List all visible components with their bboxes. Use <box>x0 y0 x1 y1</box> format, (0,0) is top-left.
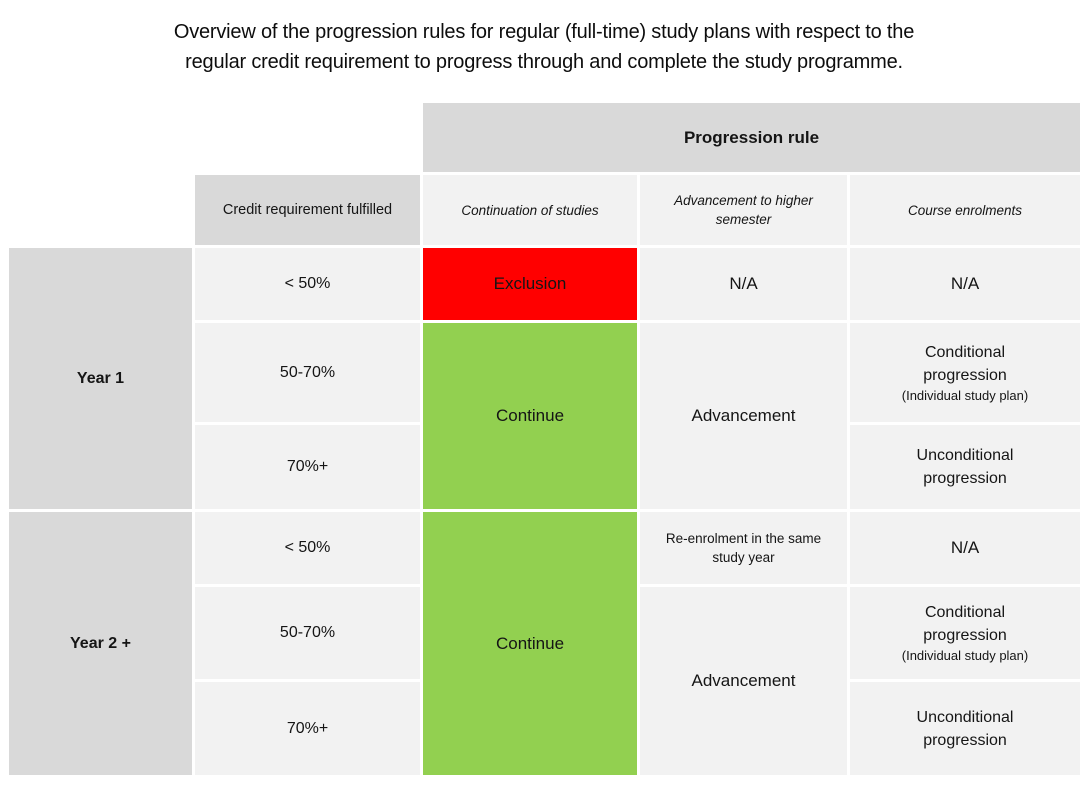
year2-advancement: Advancement <box>640 587 847 775</box>
column-header-course-enrolments: Course enrolments <box>850 175 1081 245</box>
conditional-progression-label: Conditional progression <box>923 343 1007 384</box>
page-title: Overview of the progression rules for re… <box>0 17 1088 77</box>
reenrolment-label: Re-enrolment in the same study year <box>665 531 822 565</box>
table-row: Year 2 + < 50% Continue Re-enrolment in … <box>9 512 1081 775</box>
individual-study-plan-note: (Individual study plan) <box>901 387 1029 403</box>
unconditional-progression-label: Unconditional progression <box>916 708 1014 749</box>
progression-rules-table: Progression rule Credit requirement fulf… <box>6 100 1083 778</box>
credit-requirement-header: Credit requirement fulfilled <box>195 175 420 245</box>
year2-course-unconditional: Unconditional progression <box>850 682 1081 775</box>
year2-credit-50-70: 50-70% <box>195 587 420 679</box>
year2-label: Year 2 + <box>9 512 192 775</box>
year1-advancement: Advancement <box>640 323 847 509</box>
year1-course-conditional: Conditional progression (Individual stud… <box>850 323 1081 422</box>
year2-credit-lt50: < 50% <box>195 512 420 584</box>
year2-advancement-reenrolment: Re-enrolment in the same study year <box>640 512 847 584</box>
table-row: 70%+ Unconditional progression <box>9 425 1081 509</box>
spacer-cell <box>9 175 192 245</box>
spacer-cell <box>9 103 192 172</box>
year2-course-conditional: Conditional progression (Individual stud… <box>850 587 1081 679</box>
column-header-continuation: Continuation of studies <box>423 175 637 245</box>
page-title-line1: Overview of the progression rules for re… <box>173 21 915 43</box>
header-row-progression-rule: Progression rule <box>9 103 1081 172</box>
year1-continuation-continue: Continue <box>423 323 637 509</box>
year1-continuation-exclusion: Exclusion <box>423 248 637 320</box>
year1-course-unconditional: Unconditional progression <box>850 425 1081 509</box>
spacer-cell <box>195 103 420 172</box>
page-title-line2: regular credit requirement to progress t… <box>185 51 903 73</box>
year2-credit-70plus: 70%+ <box>195 682 420 775</box>
year1-credit-70plus: 70%+ <box>195 425 420 509</box>
year2-continuation-continue: Continue <box>423 512 637 775</box>
table-row: 70%+ Unconditional progression <box>9 682 1081 775</box>
year2-course-na: N/A <box>850 512 1081 584</box>
year1-advancement-na: N/A <box>640 248 847 320</box>
progression-rule-header: Progression rule <box>423 103 1081 172</box>
table-row: 50-70% Advancement Conditional progressi… <box>9 587 1081 775</box>
year1-course-na: N/A <box>850 248 1081 320</box>
conditional-progression-label: Conditional progression <box>923 604 1007 644</box>
individual-study-plan-note: (Individual study plan) <box>901 648 1029 663</box>
year1-label: Year 1 <box>9 248 192 509</box>
column-header-advancement: Advancement to higher semester <box>640 175 847 245</box>
unconditional-progression-label: Unconditional progression <box>916 447 1014 487</box>
table-row: 50-70% Continue Advancement Conditional … <box>9 323 1081 509</box>
table-row: Year 1 < 50% Exclusion N/A N/A <box>9 248 1081 509</box>
year1-credit-lt50: < 50% <box>195 248 420 320</box>
header-row-columns: Credit requirement fulfilled Continuatio… <box>9 175 1081 245</box>
year1-credit-50-70: 50-70% <box>195 323 420 422</box>
